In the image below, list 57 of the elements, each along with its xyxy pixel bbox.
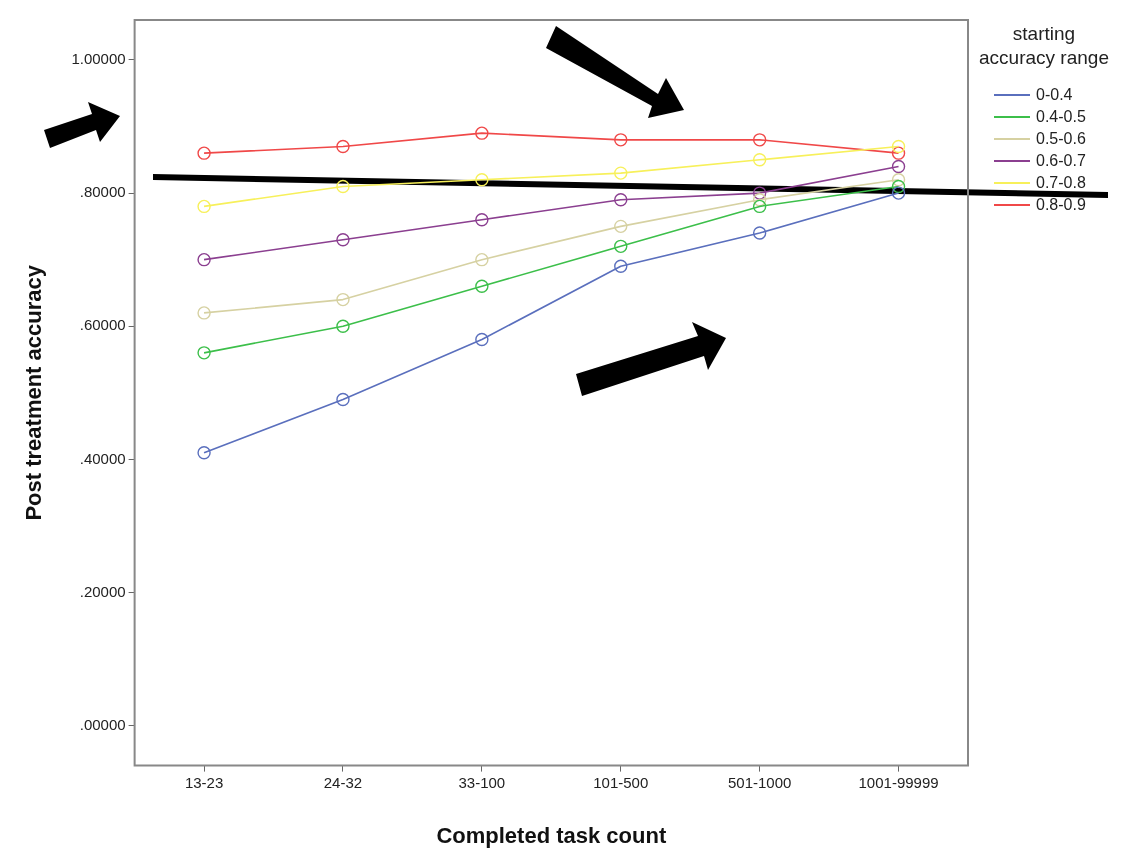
point (197, 199, 211, 214)
point (475, 279, 489, 293)
point (475, 332, 489, 347)
legend-label: 0.6-0.7 (1036, 152, 1086, 170)
point (614, 133, 628, 147)
legend-label: 0.5-0.6 (1036, 130, 1086, 148)
point (752, 199, 767, 214)
point (614, 239, 628, 254)
point (336, 319, 350, 333)
point (891, 179, 906, 194)
point (752, 133, 767, 147)
point (336, 292, 350, 307)
x-tick-label: 1001-99999 (858, 773, 939, 791)
point (891, 146, 906, 160)
point (197, 346, 211, 360)
point (752, 153, 767, 167)
y-tick-label: 1.00000 (71, 50, 126, 68)
y-axis-title: Post treatment accuracy (21, 264, 47, 521)
y-tick-label: .40000 (79, 449, 126, 467)
x-tick-label: 101-500 (593, 773, 649, 791)
legend-title: starting accuracy range (978, 22, 1110, 70)
point (197, 446, 211, 460)
point (475, 126, 489, 140)
legend-label: 0.7-0.8 (1036, 174, 1086, 192)
point (475, 213, 489, 227)
point (475, 252, 489, 267)
legend-label: 0-0.4 (1036, 86, 1073, 104)
y-tick-label: .00000 (79, 715, 126, 733)
point (197, 252, 211, 267)
point (197, 306, 211, 320)
point (891, 139, 906, 154)
legend-label: 0.4-0.5 (1036, 108, 1086, 126)
legend-label: 0.8-0.9 (1036, 196, 1086, 214)
point (752, 186, 767, 200)
point (336, 392, 350, 407)
x-tick-label: 33-100 (458, 773, 506, 791)
x-axis-title: Completed task count (436, 822, 667, 848)
y-tick-label: .60000 (79, 316, 126, 334)
x-tick-label: 501-1000 (727, 773, 792, 791)
y-tick-label: .80000 (79, 183, 126, 201)
point (614, 219, 628, 234)
y-tick-label: .20000 (79, 582, 126, 600)
point (614, 259, 628, 274)
x-tick-label: 24-32 (323, 773, 363, 791)
point (891, 173, 906, 187)
point (475, 173, 489, 187)
point (336, 179, 350, 194)
point (336, 232, 350, 247)
point (336, 139, 350, 154)
point (197, 146, 211, 160)
point (891, 159, 906, 174)
point (752, 193, 767, 207)
x-tick-label: 13-23 (184, 773, 224, 791)
point (891, 186, 906, 200)
point (614, 166, 628, 180)
point (752, 226, 767, 240)
point (614, 193, 628, 207)
